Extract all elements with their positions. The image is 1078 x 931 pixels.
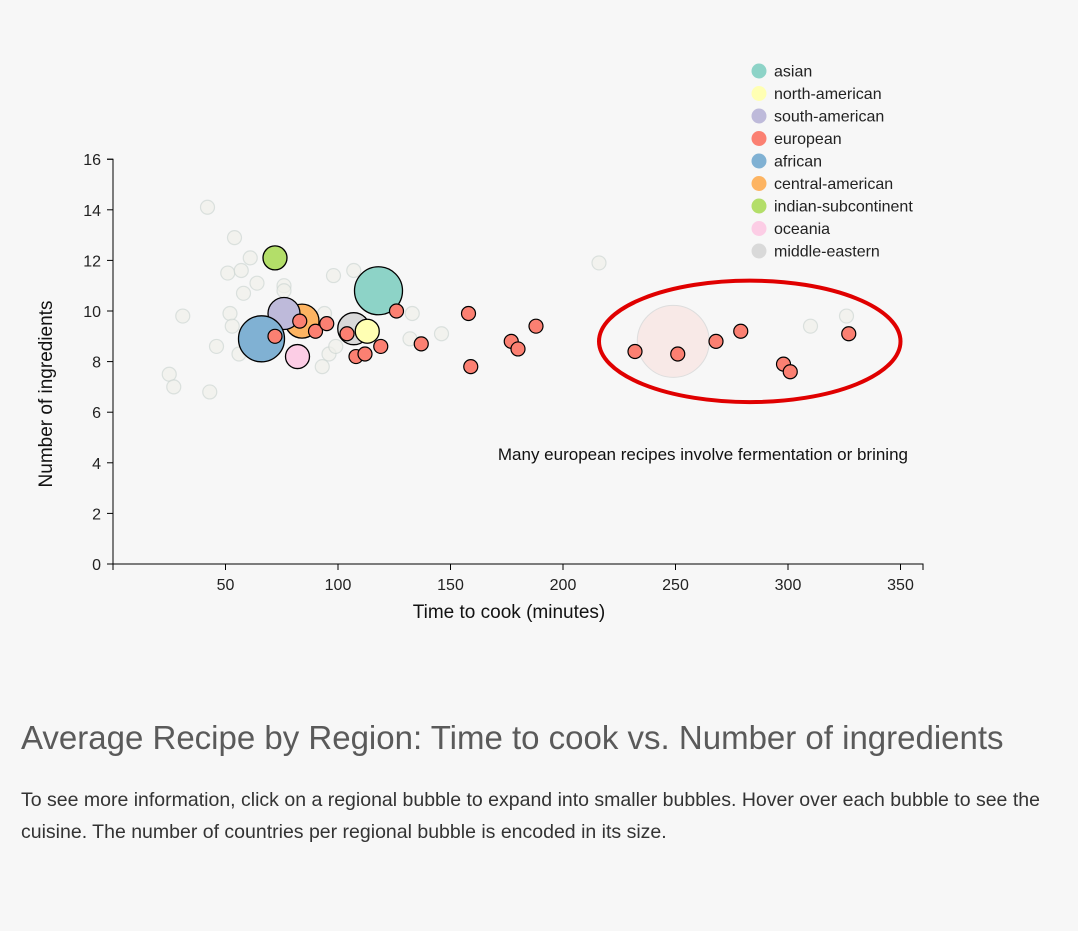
legend-swatch-north-american xyxy=(751,86,767,101)
faded-point xyxy=(161,366,177,382)
y-tick-label: 12 xyxy=(83,253,101,270)
legend-swatch-central-american xyxy=(751,176,767,191)
y-tick-label: 8 xyxy=(92,355,101,372)
faded-point xyxy=(235,285,252,301)
x-tick-label: 300 xyxy=(775,577,802,594)
x-axis-line xyxy=(112,563,924,570)
european-point[interactable] xyxy=(373,338,389,355)
legend-label-oceania: oceania xyxy=(774,221,830,238)
legend-label-south-american: south-american xyxy=(774,109,884,126)
faded-point xyxy=(328,338,344,355)
highlight-layer xyxy=(597,278,903,405)
european-point[interactable] xyxy=(413,336,429,352)
european-point[interactable] xyxy=(463,359,479,375)
faded-point xyxy=(222,305,238,322)
legend-label-european: european xyxy=(774,131,842,148)
chart-annotation: Many european recipes involve fermentati… xyxy=(498,445,908,464)
faded-point xyxy=(199,199,216,215)
european-point[interactable] xyxy=(733,323,749,339)
european-point[interactable] xyxy=(528,318,544,334)
region-bubble-north-american[interactable]: north-american xyxy=(354,318,380,344)
legend-swatch-middle-eastern xyxy=(751,243,767,259)
x-tick-label: 200 xyxy=(550,577,577,594)
y-tick-label: 6 xyxy=(92,405,101,422)
faded-point xyxy=(433,326,450,342)
european-point[interactable] xyxy=(460,305,477,322)
european-point[interactable] xyxy=(388,303,405,319)
faded-point xyxy=(591,255,607,271)
faded-point xyxy=(233,262,249,279)
faded-point xyxy=(202,384,218,400)
faded-point xyxy=(242,250,258,266)
faded-point xyxy=(325,267,342,284)
region-bubbles-layer: asianindian-subcontinentcentral-american… xyxy=(237,245,404,370)
y-tick-label: 2 xyxy=(92,506,101,523)
faded-bubble xyxy=(636,304,710,378)
faded-point xyxy=(220,265,236,281)
faded-point xyxy=(802,318,819,334)
y-axis-title: Number of ingredients xyxy=(36,301,57,488)
x-tick-label: 150 xyxy=(437,577,464,594)
faded-point xyxy=(346,262,362,279)
faded-point xyxy=(838,308,855,324)
chart-axes: 50 100 150 200 250 300 350 0 2 4 6 8 10 12 14 16 xyxy=(83,152,924,594)
chart-legend: asian north-american south-american europea… xyxy=(751,63,913,261)
faded-point xyxy=(249,275,265,291)
faded-point xyxy=(276,283,292,299)
european-point[interactable] xyxy=(841,326,857,342)
faded-point xyxy=(208,338,225,355)
legend-label-african: african xyxy=(774,154,822,171)
european-point[interactable] xyxy=(627,343,643,360)
legend-swatch-african xyxy=(751,153,767,169)
legend-swatch-indian-subcontinent xyxy=(751,198,767,214)
legend-swatch-asian xyxy=(751,63,767,79)
legend-label-asian: asian xyxy=(774,64,812,81)
faded-point xyxy=(224,318,240,334)
legend-swatch-european xyxy=(751,131,767,146)
faded-point xyxy=(404,305,420,322)
european-point[interactable] xyxy=(782,364,798,380)
x-tick-label: 100 xyxy=(325,577,352,594)
y-tick-label: 10 xyxy=(83,304,101,321)
bubble-chart: 50 100 150 200 250 300 350 0 2 4 6 8 10 12 14 16 asian i… xyxy=(36,63,924,623)
x-tick-label: 50 xyxy=(217,577,235,594)
legend-swatch-south-american xyxy=(751,108,767,124)
european-point[interactable] xyxy=(292,313,308,329)
x-tick-label: 250 xyxy=(662,577,689,594)
y-tick-label: 14 xyxy=(83,203,101,220)
faded-point xyxy=(166,379,182,395)
legend-swatch-oceania xyxy=(751,221,767,236)
european-point[interactable] xyxy=(708,333,724,349)
region-bubble-oceania[interactable]: oceania xyxy=(284,343,311,370)
faded-point xyxy=(226,230,243,246)
region-bubble-indian-subcontinent[interactable]: indian-subcontinent xyxy=(262,245,288,271)
european-points-layer xyxy=(267,303,857,380)
legend-label-central-american: central-american xyxy=(774,176,893,193)
region-bubble-asian[interactable]: asian xyxy=(353,266,404,316)
european-point[interactable] xyxy=(319,316,335,332)
description-text: To see more information, click on a regi… xyxy=(21,789,1040,843)
european-point[interactable] xyxy=(307,323,324,339)
x-tick-label: 350 xyxy=(887,577,914,594)
legend-label-north-american: north-american xyxy=(774,86,882,103)
chart-description: Average Recipe by Region: Time to cook v… xyxy=(21,712,1061,848)
y-tick-label: 0 xyxy=(92,557,101,574)
highlight-ellipse xyxy=(597,278,903,405)
european-point[interactable] xyxy=(510,341,526,357)
legend-label-indian-subcontinent: indian-subcontinent xyxy=(774,199,913,216)
european-point[interactable] xyxy=(339,326,355,342)
european-point[interactable] xyxy=(357,346,373,362)
faded-point xyxy=(314,359,330,375)
x-axis-title: Time to cook (minutes) xyxy=(413,602,606,623)
european-point[interactable] xyxy=(670,346,686,362)
legend-label-middle-eastern: middle-eastern xyxy=(774,244,880,261)
y-tick-label: 4 xyxy=(92,456,101,473)
y-tick-label: 16 xyxy=(83,152,101,169)
faded-point xyxy=(175,308,191,324)
region-bubble-african[interactable]: african xyxy=(237,315,286,363)
european-point[interactable] xyxy=(267,328,283,344)
faded-points-layer xyxy=(161,199,855,400)
page-title: Average Recipe by Region: Time to cook v… xyxy=(21,719,1004,756)
